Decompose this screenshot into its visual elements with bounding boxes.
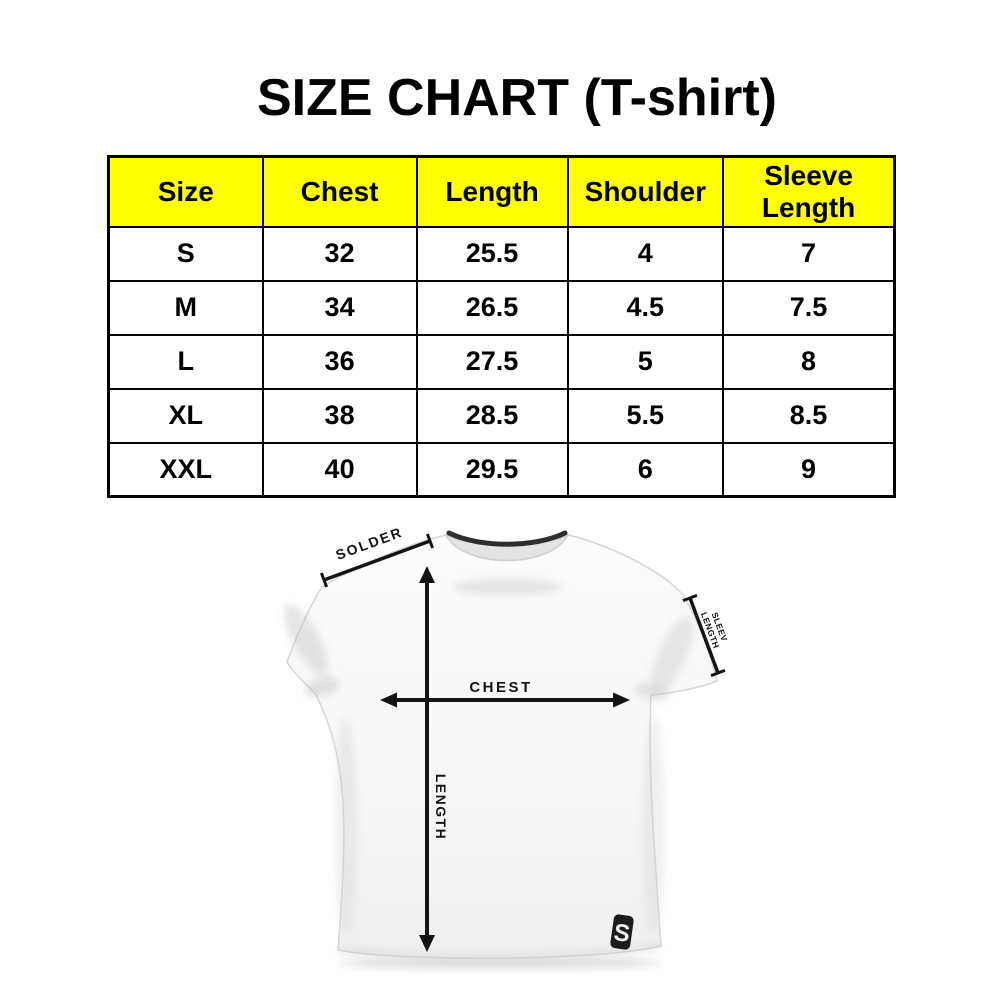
table-cell: 34 — [261, 279, 418, 336]
table-row-xxl: XXL 40 29.5 6 9 — [107, 441, 896, 498]
page-title: SIZE CHART (T-shirt) — [257, 69, 777, 127]
tshirt-graphic: S — [283, 530, 718, 969]
table-cell: 29.5 — [415, 441, 569, 498]
table-cell: 32 — [261, 225, 418, 282]
table-cell: L — [107, 333, 264, 390]
length-label: LENGTH — [433, 774, 449, 841]
shirt-shading — [283, 578, 694, 960]
table-cell: 27.5 — [415, 333, 569, 390]
chest-label: CHEST — [469, 679, 532, 696]
size-table: Size Chest Length Shoulder Sleeve Length… — [107, 155, 896, 498]
table-cell: 5 — [566, 333, 725, 390]
table-cell: 8.5 — [722, 387, 896, 444]
table-cell: 5.5 — [566, 387, 725, 444]
arrowhead-down-icon — [419, 935, 435, 952]
arrowhead-up-icon — [419, 566, 435, 583]
column-header-sleeve-length: Sleeve Length — [722, 155, 896, 228]
shoulder-dimension-line — [319, 533, 435, 588]
table-cell: XXL — [107, 441, 264, 498]
arrowhead-right-icon — [613, 692, 630, 708]
table-cell: 40 — [261, 441, 418, 498]
tshirt-measurement-diagram: S — [270, 505, 750, 995]
length-arrow — [419, 566, 435, 952]
column-header-size: Size — [107, 155, 264, 228]
table-cell: 4 — [566, 225, 725, 282]
table-header-row: Size Chest Length Shoulder Sleeve Length — [107, 155, 896, 228]
table-cell: 7.5 — [722, 279, 896, 336]
shirt-ground-shadow — [338, 957, 662, 969]
chest-arrow — [380, 692, 630, 708]
table-cell: 25.5 — [415, 225, 569, 282]
table-cell: 28.5 — [415, 387, 569, 444]
brand-logo-letter: S — [612, 919, 632, 948]
table-row-s: S 32 25.5 4 7 — [107, 225, 896, 282]
table-row-m: M 34 26.5 4.5 7.5 — [107, 279, 896, 336]
table-cell: 36 — [261, 333, 418, 390]
table-cell: 26.5 — [415, 279, 569, 336]
table-cell: S — [107, 225, 264, 282]
sleeve-dimension-line — [682, 593, 726, 678]
table-cell: 8 — [722, 333, 896, 390]
table-row-xl: XL 38 28.5 5.5 8.5 — [107, 387, 896, 444]
column-header-chest: Chest — [261, 155, 418, 228]
column-header-length: Length — [415, 155, 569, 228]
table-cell: 38 — [261, 387, 418, 444]
table-cell: 9 — [722, 441, 896, 498]
column-header-shoulder: Shoulder — [566, 155, 725, 228]
table-cell: 7 — [722, 225, 896, 282]
brand-logo-patch: S — [610, 914, 634, 950]
table-cell: XL — [107, 387, 264, 444]
table-cell: 4.5 — [566, 279, 725, 336]
table-row-l: L 36 27.5 5 8 — [107, 333, 896, 390]
table-cell: 6 — [566, 441, 725, 498]
collar-back-band — [446, 530, 568, 547]
size-table-container: Size Chest Length Shoulder Sleeve Length… — [107, 155, 896, 498]
arrowhead-left-icon — [380, 692, 397, 708]
table-cell: M — [107, 279, 264, 336]
